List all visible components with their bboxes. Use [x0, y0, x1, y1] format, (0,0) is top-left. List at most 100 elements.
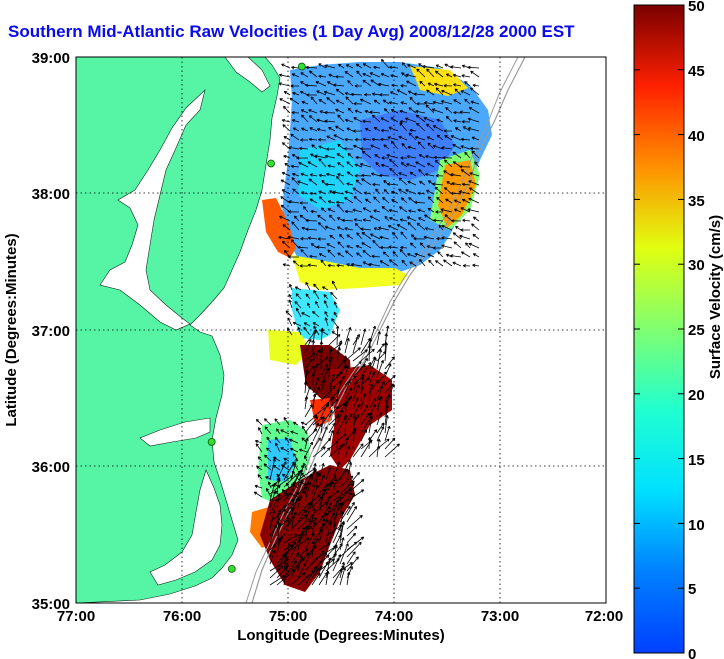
y-tick-label: 35:00 — [32, 596, 70, 613]
velocity-arrow — [329, 214, 336, 222]
velocity-arrow — [276, 477, 281, 495]
velocity-arrow — [418, 217, 426, 222]
velocity-arrow — [451, 182, 462, 186]
velocity-arrow — [346, 127, 354, 132]
velocity-arrow — [308, 70, 318, 78]
velocity-arrow — [362, 119, 372, 124]
colorbar-tick-label: 15 — [688, 452, 705, 469]
velocity-arrow — [344, 209, 354, 214]
velocity-arrow — [470, 146, 480, 151]
velocity-arrow — [462, 264, 471, 268]
velocity-arrow — [453, 110, 462, 115]
velocity-arrow — [390, 140, 399, 150]
velocity-arrow — [445, 73, 453, 78]
velocity-arrow — [380, 128, 390, 133]
velocity-arrow — [339, 482, 355, 502]
velocity-arrow — [283, 556, 288, 572]
radar-station-marker — [297, 62, 306, 71]
velocity-arrow — [434, 70, 444, 78]
velocity-arrow — [407, 180, 417, 186]
velocity-arrow — [406, 216, 417, 222]
velocity-arrow — [346, 171, 354, 177]
velocity-arrow — [337, 241, 345, 249]
velocity-arrow — [283, 562, 289, 586]
velocity-arrow — [344, 436, 350, 450]
velocity-arrow — [344, 347, 361, 362]
velocity-arrow — [346, 551, 356, 565]
velocity-arrow — [299, 91, 309, 96]
velocity-arrow — [360, 147, 372, 151]
map-axes-frame — [75, 56, 607, 604]
velocity-arrow — [275, 442, 281, 453]
x-tick-label: 74:00 — [375, 608, 413, 625]
velocity-arrow — [389, 167, 399, 177]
velocity-arrow — [269, 458, 276, 481]
velocity-arrow — [291, 177, 300, 186]
velocity-arrow — [426, 89, 435, 96]
velocity-arrow — [425, 104, 435, 114]
velocity-arrow — [311, 566, 321, 579]
velocity-arrow — [344, 401, 349, 418]
velocity-arrow — [409, 261, 417, 267]
velocity-arrow — [290, 239, 300, 249]
velocity-arrow — [324, 154, 336, 159]
velocity-arrow — [346, 556, 359, 572]
velocity-arrow — [301, 437, 308, 444]
velocity-arrow — [409, 128, 417, 133]
velocity-arrow — [303, 326, 311, 336]
velocity-arrow — [276, 523, 282, 544]
velocity-arrow — [399, 122, 408, 132]
velocity-arrow — [269, 524, 277, 544]
radar-station-marker — [227, 564, 236, 573]
velocity-arrow — [470, 70, 480, 78]
velocity-arrow — [400, 197, 408, 204]
velocity-arrow — [388, 245, 399, 249]
velocity-arrow — [381, 163, 390, 168]
velocity-arrow — [399, 119, 408, 124]
velocity-arrow — [379, 260, 390, 267]
velocity-arrow — [304, 441, 313, 458]
velocity-arrow — [346, 566, 353, 579]
velocity-arrow — [292, 321, 302, 327]
velocity-arrow — [417, 208, 426, 213]
velocity-arrow — [309, 173, 318, 177]
velocity-arrow — [280, 179, 291, 186]
velocity-arrow — [415, 109, 426, 114]
velocity-arrow — [399, 109, 408, 114]
velocity-arrow — [335, 125, 345, 132]
velocity-arrow — [269, 575, 285, 586]
velocity-arrow — [288, 200, 300, 204]
velocity-arrow — [471, 150, 480, 159]
velocity-arrow — [364, 127, 372, 132]
velocity-arrow — [269, 498, 278, 516]
velocity-arrow — [360, 376, 365, 394]
velocity-arrow — [345, 96, 354, 105]
velocity-arrow — [400, 156, 407, 160]
velocity-arrow — [332, 468, 349, 488]
velocity-arrow — [337, 114, 345, 123]
velocity-arrow — [304, 338, 312, 354]
velocity-arrow — [373, 196, 381, 204]
velocity-arrow — [346, 263, 354, 267]
velocity-arrow — [370, 79, 381, 87]
velocity-arrow — [299, 201, 309, 205]
velocity-arrow — [311, 496, 323, 509]
velocity-arrow — [401, 62, 408, 69]
velocity-arrow — [400, 84, 408, 88]
velocity-arrow — [318, 518, 326, 537]
velocity-arrow — [360, 348, 375, 362]
velocity-arrow — [325, 481, 334, 495]
velocity-arrow — [368, 383, 374, 402]
velocity-arrow — [280, 204, 291, 213]
velocity-arrow — [346, 245, 354, 249]
velocity-arrow — [407, 145, 417, 150]
radar-station-marker — [207, 438, 216, 446]
velocity-arrow — [300, 172, 309, 177]
velocity-arrow — [462, 218, 471, 223]
velocity-arrow — [255, 443, 263, 453]
velocity-arrow — [289, 283, 293, 291]
velocity-arrow — [329, 234, 336, 240]
velocity-arrow — [346, 506, 357, 523]
velocity-arrow — [441, 236, 453, 240]
velocity-arrow — [325, 467, 332, 481]
